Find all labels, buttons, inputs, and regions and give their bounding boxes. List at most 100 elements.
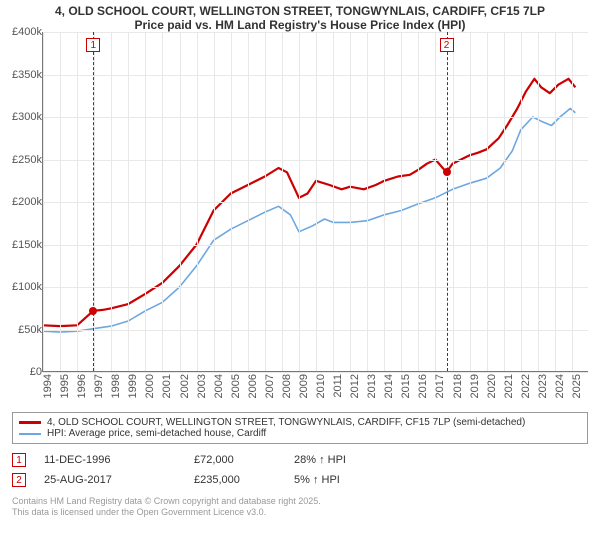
x-tick-label: 2016 — [417, 374, 429, 398]
y-tick-label: £100k — [12, 281, 42, 293]
gridline-v — [435, 32, 436, 371]
series-line-hpi — [43, 109, 575, 333]
x-tick-label: 2012 — [349, 374, 361, 398]
sale-row-date: 11-DEC-1996 — [44, 454, 194, 466]
x-tick-label: 2015 — [400, 374, 412, 398]
sale-marker-line — [447, 32, 448, 371]
legend-label-hpi: HPI: Average price, semi-detached house,… — [47, 428, 266, 439]
x-tick-label: 2000 — [144, 374, 156, 398]
gridline-v — [162, 32, 163, 371]
sale-dot — [443, 168, 451, 176]
gridline-v — [401, 32, 402, 371]
gridline-v — [384, 32, 385, 371]
x-tick-label: 2014 — [383, 374, 395, 398]
x-tick-label: 2018 — [452, 374, 464, 398]
sale-row-badge: 1 — [12, 453, 26, 467]
gridline-v — [487, 32, 488, 371]
x-tick-label: 2004 — [213, 374, 225, 398]
chart-title-line1: 4, OLD SCHOOL COURT, WELLINGTON STREET, … — [0, 4, 600, 18]
legend-swatch-hpi — [19, 433, 41, 435]
sale-row-price: £72,000 — [194, 454, 294, 466]
gridline-v — [555, 32, 556, 371]
gridline-v — [111, 32, 112, 371]
sale-row-diff: 28% ↑ HPI — [294, 454, 414, 466]
legend-row-price-paid: 4, OLD SCHOOL COURT, WELLINGTON STREET, … — [19, 417, 581, 428]
y-axis: £0£50k£100k£150k£200k£250k£300k£350k£400… — [0, 32, 42, 372]
x-tick-label: 2022 — [520, 374, 532, 398]
x-tick-label: 2005 — [230, 374, 242, 398]
gridline-v — [180, 32, 181, 371]
sale-row-badge: 2 — [12, 473, 26, 487]
sale-row-diff: 5% ↑ HPI — [294, 474, 414, 486]
x-tick-label: 2020 — [486, 374, 498, 398]
gridline-v — [453, 32, 454, 371]
plot-region: 12 — [42, 32, 588, 372]
x-tick-label: 2021 — [503, 374, 515, 398]
x-tick-label: 2023 — [537, 374, 549, 398]
gridline-v — [572, 32, 573, 371]
y-tick-label: £50k — [18, 324, 42, 336]
gridline-v — [350, 32, 351, 371]
footer-line2: This data is licensed under the Open Gov… — [12, 507, 588, 518]
x-tick-label: 2001 — [161, 374, 173, 398]
gridline-v — [418, 32, 419, 371]
y-tick-label: £200k — [12, 196, 42, 208]
gridline-v — [145, 32, 146, 371]
gridline-v — [367, 32, 368, 371]
y-tick-label: £300k — [12, 111, 42, 123]
gridline-v — [94, 32, 95, 371]
x-tick-label: 2003 — [196, 374, 208, 398]
legend-label-price-paid: 4, OLD SCHOOL COURT, WELLINGTON STREET, … — [47, 417, 525, 428]
sales-table: 1 11-DEC-1996£72,00028% ↑ HPI 2 25-AUG-2017… — [12, 450, 588, 490]
gridline-v — [470, 32, 471, 371]
sale-dot — [89, 307, 97, 315]
x-tick-label: 2006 — [247, 374, 259, 398]
sale-row: 2 25-AUG-2017£235,0005% ↑ HPI — [12, 470, 588, 490]
sale-marker-badge: 1 — [86, 38, 100, 52]
gridline-v — [265, 32, 266, 371]
sale-row-price: £235,000 — [194, 474, 294, 486]
gridline-v — [521, 32, 522, 371]
x-tick-label: 2010 — [315, 374, 327, 398]
gridline-v — [333, 32, 334, 371]
sale-row-date: 25-AUG-2017 — [44, 474, 194, 486]
y-tick-label: £0 — [30, 366, 42, 378]
y-tick-label: £350k — [12, 69, 42, 81]
x-tick-label: 2019 — [469, 374, 481, 398]
footer-attribution: Contains HM Land Registry data © Crown c… — [12, 496, 588, 519]
x-tick-label: 1994 — [42, 374, 54, 398]
gridline-v — [60, 32, 61, 371]
gridline-v — [504, 32, 505, 371]
y-tick-label: £400k — [12, 26, 42, 38]
chart-title-line2: Price paid vs. HM Land Registry's House … — [0, 18, 600, 32]
x-tick-label: 2017 — [434, 374, 446, 398]
sale-marker-line — [93, 32, 94, 371]
gridline-v — [128, 32, 129, 371]
x-tick-label: 1999 — [127, 374, 139, 398]
gridline-v — [282, 32, 283, 371]
x-tick-label: 1997 — [93, 374, 105, 398]
gridline-v — [197, 32, 198, 371]
gridline-v — [231, 32, 232, 371]
legend-swatch-price-paid — [19, 421, 41, 424]
x-tick-label: 2011 — [332, 374, 344, 398]
gridline-v — [248, 32, 249, 371]
x-tick-label: 2025 — [571, 374, 583, 398]
x-tick-label: 2024 — [554, 374, 566, 398]
x-tick-label: 2007 — [264, 374, 276, 398]
sale-row: 1 11-DEC-1996£72,00028% ↑ HPI — [12, 450, 588, 470]
x-tick-label: 2013 — [366, 374, 378, 398]
legend: 4, OLD SCHOOL COURT, WELLINGTON STREET, … — [12, 412, 588, 444]
y-tick-label: £250k — [12, 154, 42, 166]
x-tick-label: 2009 — [298, 374, 310, 398]
gridline-v — [299, 32, 300, 371]
chart-title: 4, OLD SCHOOL COURT, WELLINGTON STREET, … — [0, 0, 600, 32]
gridline-v — [538, 32, 539, 371]
x-axis: 1994199519961997199819992000200120022003… — [42, 372, 588, 412]
x-tick-label: 1995 — [59, 374, 71, 398]
y-tick-label: £150k — [12, 239, 42, 251]
gridline-v — [43, 32, 44, 371]
gridline-v — [316, 32, 317, 371]
chart-area: £0£50k£100k£150k£200k£250k£300k£350k£400… — [0, 32, 600, 412]
gridline-v — [214, 32, 215, 371]
